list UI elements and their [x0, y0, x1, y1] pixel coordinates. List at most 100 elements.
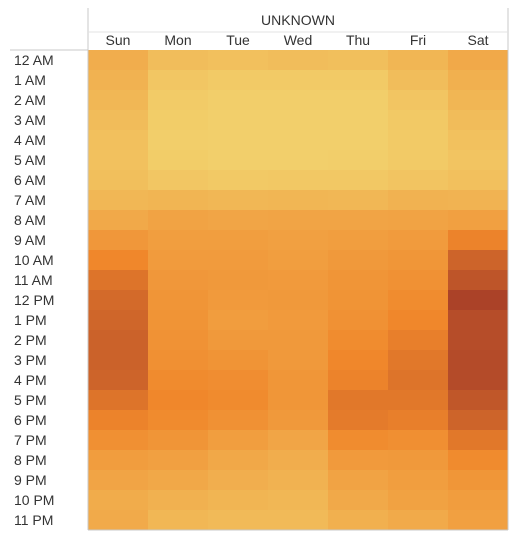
heatmap-cell: [208, 70, 268, 90]
heatmap-cell: [148, 450, 208, 470]
heatmap-cell: [388, 210, 448, 230]
heatmap-cell: [268, 190, 328, 210]
row-label: 10 PM: [14, 492, 54, 508]
heatmap-cell: [328, 210, 388, 230]
row-label: 4 PM: [14, 372, 47, 388]
heatmap-cell: [328, 430, 388, 450]
heatmap-cell: [208, 90, 268, 110]
heatmap-cell: [208, 430, 268, 450]
heatmap-cell: [448, 270, 508, 290]
heatmap-cell: [148, 470, 208, 490]
heatmap-cell: [328, 70, 388, 90]
heatmap-cell: [208, 150, 268, 170]
heatmap-cell: [88, 370, 148, 390]
heatmap-cell: [268, 430, 328, 450]
heatmap-cell: [88, 90, 148, 110]
column-label: Tue: [226, 32, 250, 48]
heatmap-cell: [88, 430, 148, 450]
column-labels: Sun Mon Tue Wed Thu Fri Sat: [106, 32, 489, 48]
heatmap-cell: [88, 330, 148, 350]
row-label: 5 PM: [14, 392, 47, 408]
heatmap-cell: [88, 310, 148, 330]
heatmap-cell: [268, 210, 328, 230]
heatmap-cell: [148, 370, 208, 390]
heatmap-cell: [148, 510, 208, 530]
heatmap-cell: [328, 230, 388, 250]
row-label: 2 PM: [14, 332, 47, 348]
heatmap-cell: [208, 250, 268, 270]
row-label: 7 AM: [14, 192, 46, 208]
heatmap-cell: [328, 130, 388, 150]
heatmap-cell: [268, 330, 328, 350]
heatmap-cell: [148, 490, 208, 510]
heatmap-cell: [388, 370, 448, 390]
heatmap-cell: [388, 230, 448, 250]
heatmap-cell: [448, 50, 508, 70]
heatmap-cell: [328, 490, 388, 510]
heatmap-cell: [388, 490, 448, 510]
row-label: 10 AM: [14, 252, 54, 268]
heatmap-cell: [268, 170, 328, 190]
heatmap-cell: [208, 190, 268, 210]
heatmap-cell: [88, 230, 148, 250]
heatmap-cell: [88, 170, 148, 190]
heatmap-cell: [88, 70, 148, 90]
heatmap-cell: [448, 350, 508, 370]
heatmap-cell: [328, 90, 388, 110]
heatmap-cell: [148, 270, 208, 290]
column-label: Sun: [106, 32, 131, 48]
heatmap-cell: [448, 130, 508, 150]
row-label: 11 PM: [14, 512, 53, 528]
heatmap-cell: [148, 250, 208, 270]
row-label: 5 AM: [14, 152, 46, 168]
heatmap-cell: [448, 450, 508, 470]
heatmap-cell: [388, 430, 448, 450]
heatmap-cell: [388, 510, 448, 530]
heatmap-cell: [448, 410, 508, 430]
heatmap-cell: [388, 150, 448, 170]
heatmap-cell: [208, 290, 268, 310]
heatmap-cell: [268, 270, 328, 290]
heatmap-cell: [448, 290, 508, 310]
heatmap-cell: [208, 330, 268, 350]
heatmap-cell: [88, 350, 148, 370]
heatmap-cell: [148, 70, 208, 90]
heatmap-cell: [88, 290, 148, 310]
heatmap-cell: [268, 130, 328, 150]
heatmap-cell: [448, 110, 508, 130]
heatmap-cell: [328, 270, 388, 290]
row-label: 3 PM: [14, 352, 47, 368]
heatmap-cell: [448, 470, 508, 490]
heatmap-cell: [328, 250, 388, 270]
heatmap-cell: [328, 50, 388, 70]
heatmap-cell: [88, 390, 148, 410]
heatmap-cell: [148, 410, 208, 430]
heatmap-cells: [88, 50, 508, 530]
heatmap-cell: [148, 50, 208, 70]
heatmap-cell: [148, 170, 208, 190]
heatmap-cell: [88, 270, 148, 290]
heatmap-cell: [448, 170, 508, 190]
heatmap-cell: [88, 490, 148, 510]
heatmap-cell: [148, 310, 208, 330]
heatmap-cell: [208, 110, 268, 130]
row-label: 12 AM: [14, 52, 54, 68]
column-label: Thu: [346, 32, 370, 48]
heatmap-cell: [448, 150, 508, 170]
heatmap-cell: [388, 50, 448, 70]
heatmap-cell: [208, 390, 268, 410]
heatmap-cell: [148, 190, 208, 210]
heatmap-cell: [148, 130, 208, 150]
heatmap-cell: [328, 510, 388, 530]
heatmap-cell: [208, 350, 268, 370]
heatmap-cell: [328, 390, 388, 410]
heatmap-cell: [148, 390, 208, 410]
heatmap-cell: [268, 450, 328, 470]
heatmap-cell: [388, 410, 448, 430]
heatmap-cell: [148, 150, 208, 170]
heatmap-cell: [448, 90, 508, 110]
heatmap-cell: [268, 70, 328, 90]
heatmap-cell: [448, 430, 508, 450]
row-label: 6 AM: [14, 172, 46, 188]
heatmap-cell: [268, 250, 328, 270]
